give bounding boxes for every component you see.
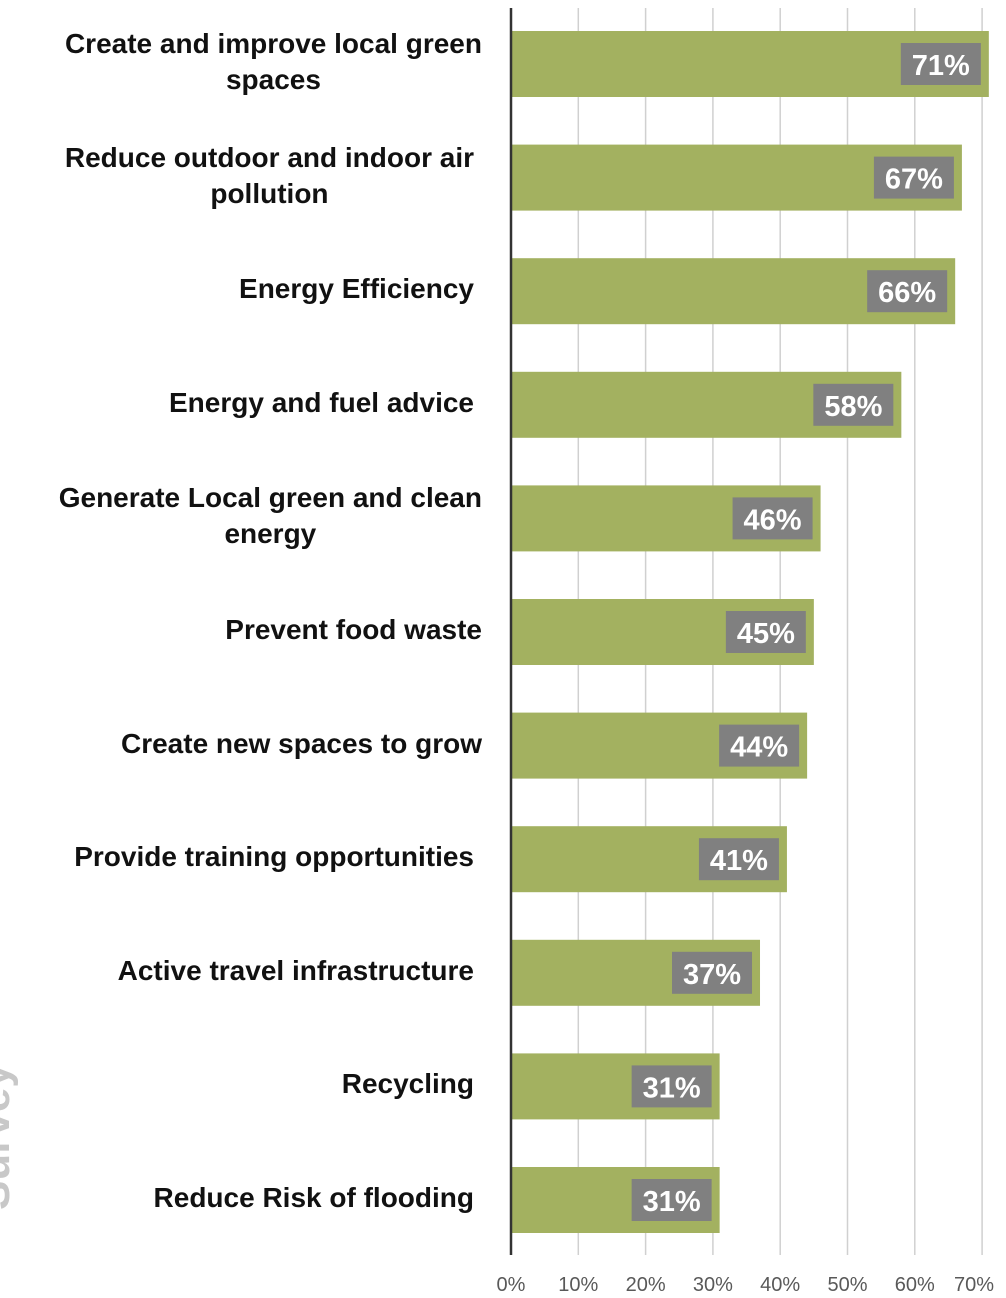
category-label-line: Energy Efficiency: [239, 273, 474, 305]
category-label-line: Create new spaces to grow: [120, 727, 482, 759]
x-tick-label: 20%: [625, 1274, 666, 1296]
data-label-box: [672, 951, 753, 994]
category-label: Reduce outdoor and indoor air pollution: [65, 140, 474, 212]
category-label-line: Recycling: [341, 1068, 474, 1100]
data-label-box: [631, 1179, 712, 1221]
category-label-line: pollution: [210, 177, 329, 209]
x-tick-label: 40%: [760, 1274, 801, 1296]
x-tick-label: 10%: [558, 1274, 599, 1296]
category-label: Energy and fuel advice: [169, 385, 474, 421]
data-label-box: [732, 497, 813, 540]
category-label: Create new spaces to grow: [121, 726, 482, 762]
category-label-line: Active travel infrastructure: [117, 954, 474, 986]
data-label: 41%: [710, 845, 768, 877]
data-label: 66%: [878, 277, 936, 309]
data-label: 58%: [824, 391, 882, 423]
category-label: Active travel infrastructure: [118, 953, 474, 989]
category-label: Prevent food waste: [225, 612, 482, 648]
x-tick-label: 0%: [496, 1274, 526, 1296]
category-label: Recycling: [342, 1066, 474, 1102]
data-label-box: [900, 43, 981, 85]
category-label: Create and improve local green spaces: [65, 26, 482, 98]
data-label-box: [725, 611, 806, 653]
data-label: 46%: [744, 504, 802, 536]
data-label-box: [873, 156, 954, 199]
data-label: 67%: [885, 164, 943, 196]
data-label-box: [813, 383, 894, 426]
data-label-box: [631, 1065, 712, 1108]
category-label-line: spaces: [225, 64, 321, 95]
category-label-line: Provide training opportunities: [74, 841, 474, 873]
x-tick-label: 60%: [894, 1274, 935, 1296]
category-label-line: Reduce Risk of flooding: [153, 1182, 474, 1213]
category-label-line: Energy and fuel advice: [169, 386, 474, 418]
category-label-line: Reduce outdoor and indoor air: [64, 141, 474, 173]
category-label-line: Create and improve local green: [64, 28, 482, 59]
data-label-box: [867, 270, 948, 313]
data-label: 31%: [643, 1186, 701, 1218]
side-watermark-text: Survey: [0, 1063, 19, 1210]
data-label: 31%: [643, 1072, 701, 1104]
category-label-line: energy: [224, 518, 317, 550]
category-label-line: Generate Local green and clean: [58, 482, 482, 514]
category-label: Energy Efficiency: [239, 271, 474, 307]
category-label-line: Prevent food waste: [225, 614, 482, 645]
data-label: 44%: [730, 732, 788, 764]
data-label-box: [698, 838, 779, 881]
category-label: Generate Local green and clean energy: [59, 480, 482, 552]
category-label: Reduce Risk of flooding: [154, 1180, 474, 1216]
x-tick-label: 50%: [827, 1274, 868, 1296]
x-tick-label: 70%: [953, 1274, 995, 1296]
data-label: 45%: [737, 618, 795, 650]
data-label-box: [719, 724, 800, 767]
data-label: 71%: [912, 50, 970, 82]
category-label: Provide training opportunities: [74, 839, 474, 875]
x-tick-label: 30%: [692, 1274, 733, 1296]
data-label: 37%: [683, 959, 741, 991]
